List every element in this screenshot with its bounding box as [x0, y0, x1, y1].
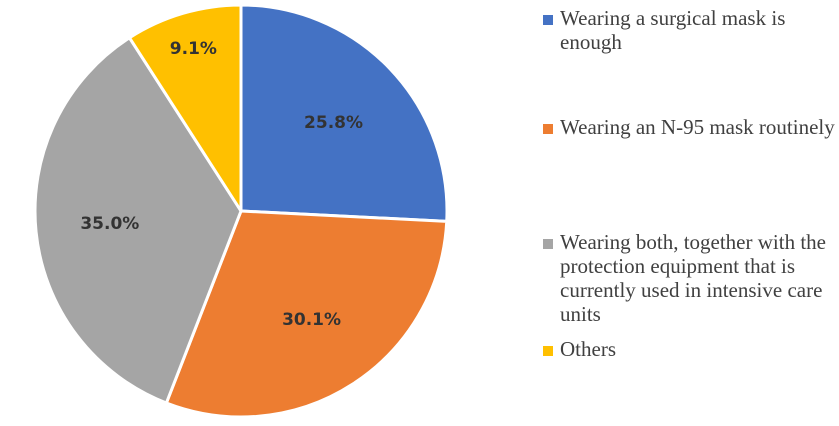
data-label-both-equipment: 35.0% [80, 214, 139, 234]
data-label-surgical-mask: 25.8% [304, 113, 363, 133]
data-label-others: 9.1% [170, 39, 217, 59]
legend-swatch-surgical-mask [543, 15, 553, 25]
legend-swatch-others [543, 346, 553, 356]
pie-slice-surgical-mask [239, 3, 449, 223]
legend-swatch-n95-mask [543, 124, 553, 134]
pie-slice-others [128, 3, 243, 213]
legend-swatch-both-equipment [543, 239, 553, 249]
chart-legend: Wearing a surgical mask is enough Wearin… [543, 6, 839, 426]
pie-slice-both-equipment [33, 36, 243, 405]
legend-label-others: Others [560, 337, 616, 361]
pie-plot-area: 25.8% 30.1% 35.0% 9.1% [33, 3, 449, 419]
pie-slice-n95-mask [164, 209, 449, 419]
legend-label-n95-mask: Wearing an N-95 mask routinely [560, 115, 835, 139]
data-label-n95-mask: 30.1% [282, 310, 341, 330]
legend-label-both-equipment: Wearing both, together with the protecti… [560, 230, 826, 326]
legend-label-surgical-mask: Wearing a surgical mask is enough [560, 6, 786, 54]
